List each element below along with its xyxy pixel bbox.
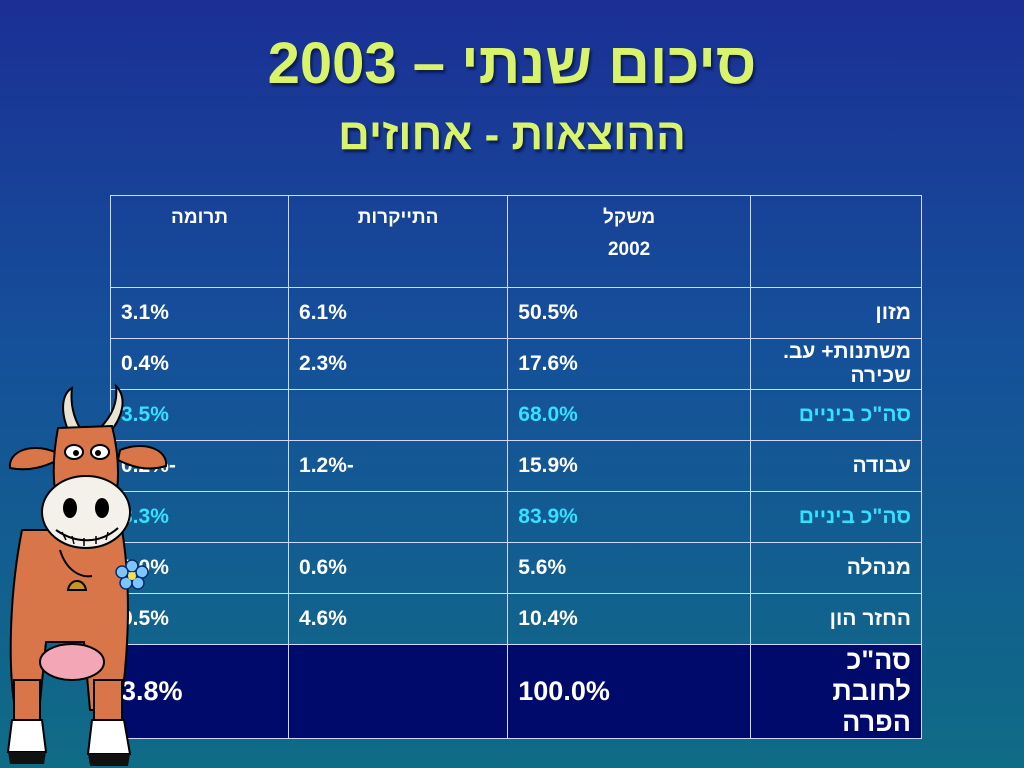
row-label-cell: מנהלה [750,542,922,594]
weight-cell: 100.0% [507,644,751,739]
header-contribution-cell: תרומה [109,195,290,288]
header-increase-cell: התייקרות [288,195,509,288]
header-weight-line2: 2002 [607,239,651,260]
weight-cell: 17.6% [507,338,751,390]
contribution-cell: 3.8% [109,644,290,739]
header-weight-cell: משקל 2002 [507,195,751,288]
table-row: מזון 50.5% 6.1% 3.1% [109,287,922,339]
row-label-cell: החזר הון [750,593,922,645]
increase-cell: 2.3% [288,338,509,390]
row-label-cell: סה"כ ביניים [750,389,922,441]
slide-subtitle: ההוצאות - אחוזים [338,110,686,159]
increase-cell [288,389,509,441]
cow-illustration [6,383,168,766]
header-label-cell [750,195,922,288]
table-row: משתנות+ עב. שכירה 17.6% 2.3% 0.4% [109,338,922,390]
slide-title: סיכום שנתי – 2003 [267,31,757,96]
weight-cell: 10.4% [507,593,751,645]
weight-cell: 5.6% [507,542,751,594]
row-label-cell: סה"כ לחובת הפרה [750,644,922,739]
contribution-cell: 0.4% [109,338,290,390]
subtotal-row: סה"כ ביניים 83.9% 3.3% [109,491,922,543]
row-label-cell: סה"כ ביניים [750,491,922,543]
header-weight-line1: משקל [603,207,656,228]
table-row: החזר הון 10.4% 4.6% 0.5% [109,593,922,645]
increase-cell [288,491,509,543]
weight-cell: 15.9% [507,440,751,492]
weight-cell: 83.9% [507,491,751,543]
weight-cell: 50.5% [507,287,751,339]
table-header-row: משקל 2002 התייקרות תרומה [109,195,922,288]
row-label-cell: מזון [750,287,922,339]
increase-cell: 0.6% [288,542,509,594]
increase-cell: -1.2% [288,440,509,492]
increase-cell: 4.6% [288,593,509,645]
increase-cell [288,644,509,739]
weight-cell: 68.0% [507,389,751,441]
table-body: מזון 50.5% 6.1% 3.1% משתנות+ עב. שכירה 17.6% 2… [109,287,922,739]
contribution-cell: 3.5% [109,389,290,441]
contribution-cell: 3.1% [109,287,290,339]
subtotal-row: סה"כ ביניים 68.0% 3.5% [109,389,922,441]
row-label-cell: משתנות+ עב. שכירה [750,338,922,390]
expenses-table: משקל 2002 התייקרות תרומה מזון 50.5% 6.1% 3.… [109,195,922,739]
row-label-cell: עבודה [750,440,922,492]
increase-cell: 6.1% [288,287,509,339]
total-row: סה"כ לחובת הפרה 100.0% 3.8% [109,644,922,739]
contribution-cell: 0.5% [109,593,290,645]
contribution-cell: 3.3% [109,491,290,543]
